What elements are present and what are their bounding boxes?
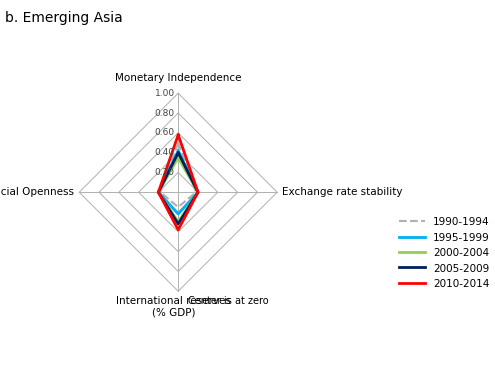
Text: 1.00: 1.00 [154,89,175,98]
Text: 0.60: 0.60 [154,128,175,137]
Text: International reserves
(% GDP): International reserves (% GDP) [116,296,231,318]
Legend: 1990-1994, 1995-1999, 2000-2004, 2005-2009, 2010-2014: 1990-1994, 1995-1999, 2000-2004, 2005-20… [398,217,490,289]
Text: Monetary Independence: Monetary Independence [115,73,242,83]
Text: 0.20: 0.20 [155,168,175,177]
Text: 0.80: 0.80 [154,109,175,118]
Text: Center is at zero: Center is at zero [188,296,269,306]
Text: b. Emerging Asia: b. Emerging Asia [5,11,123,25]
Text: Financial Openness: Financial Openness [0,187,74,197]
Text: Exchange rate stability: Exchange rate stability [282,187,402,197]
Text: 0.40: 0.40 [155,148,175,157]
